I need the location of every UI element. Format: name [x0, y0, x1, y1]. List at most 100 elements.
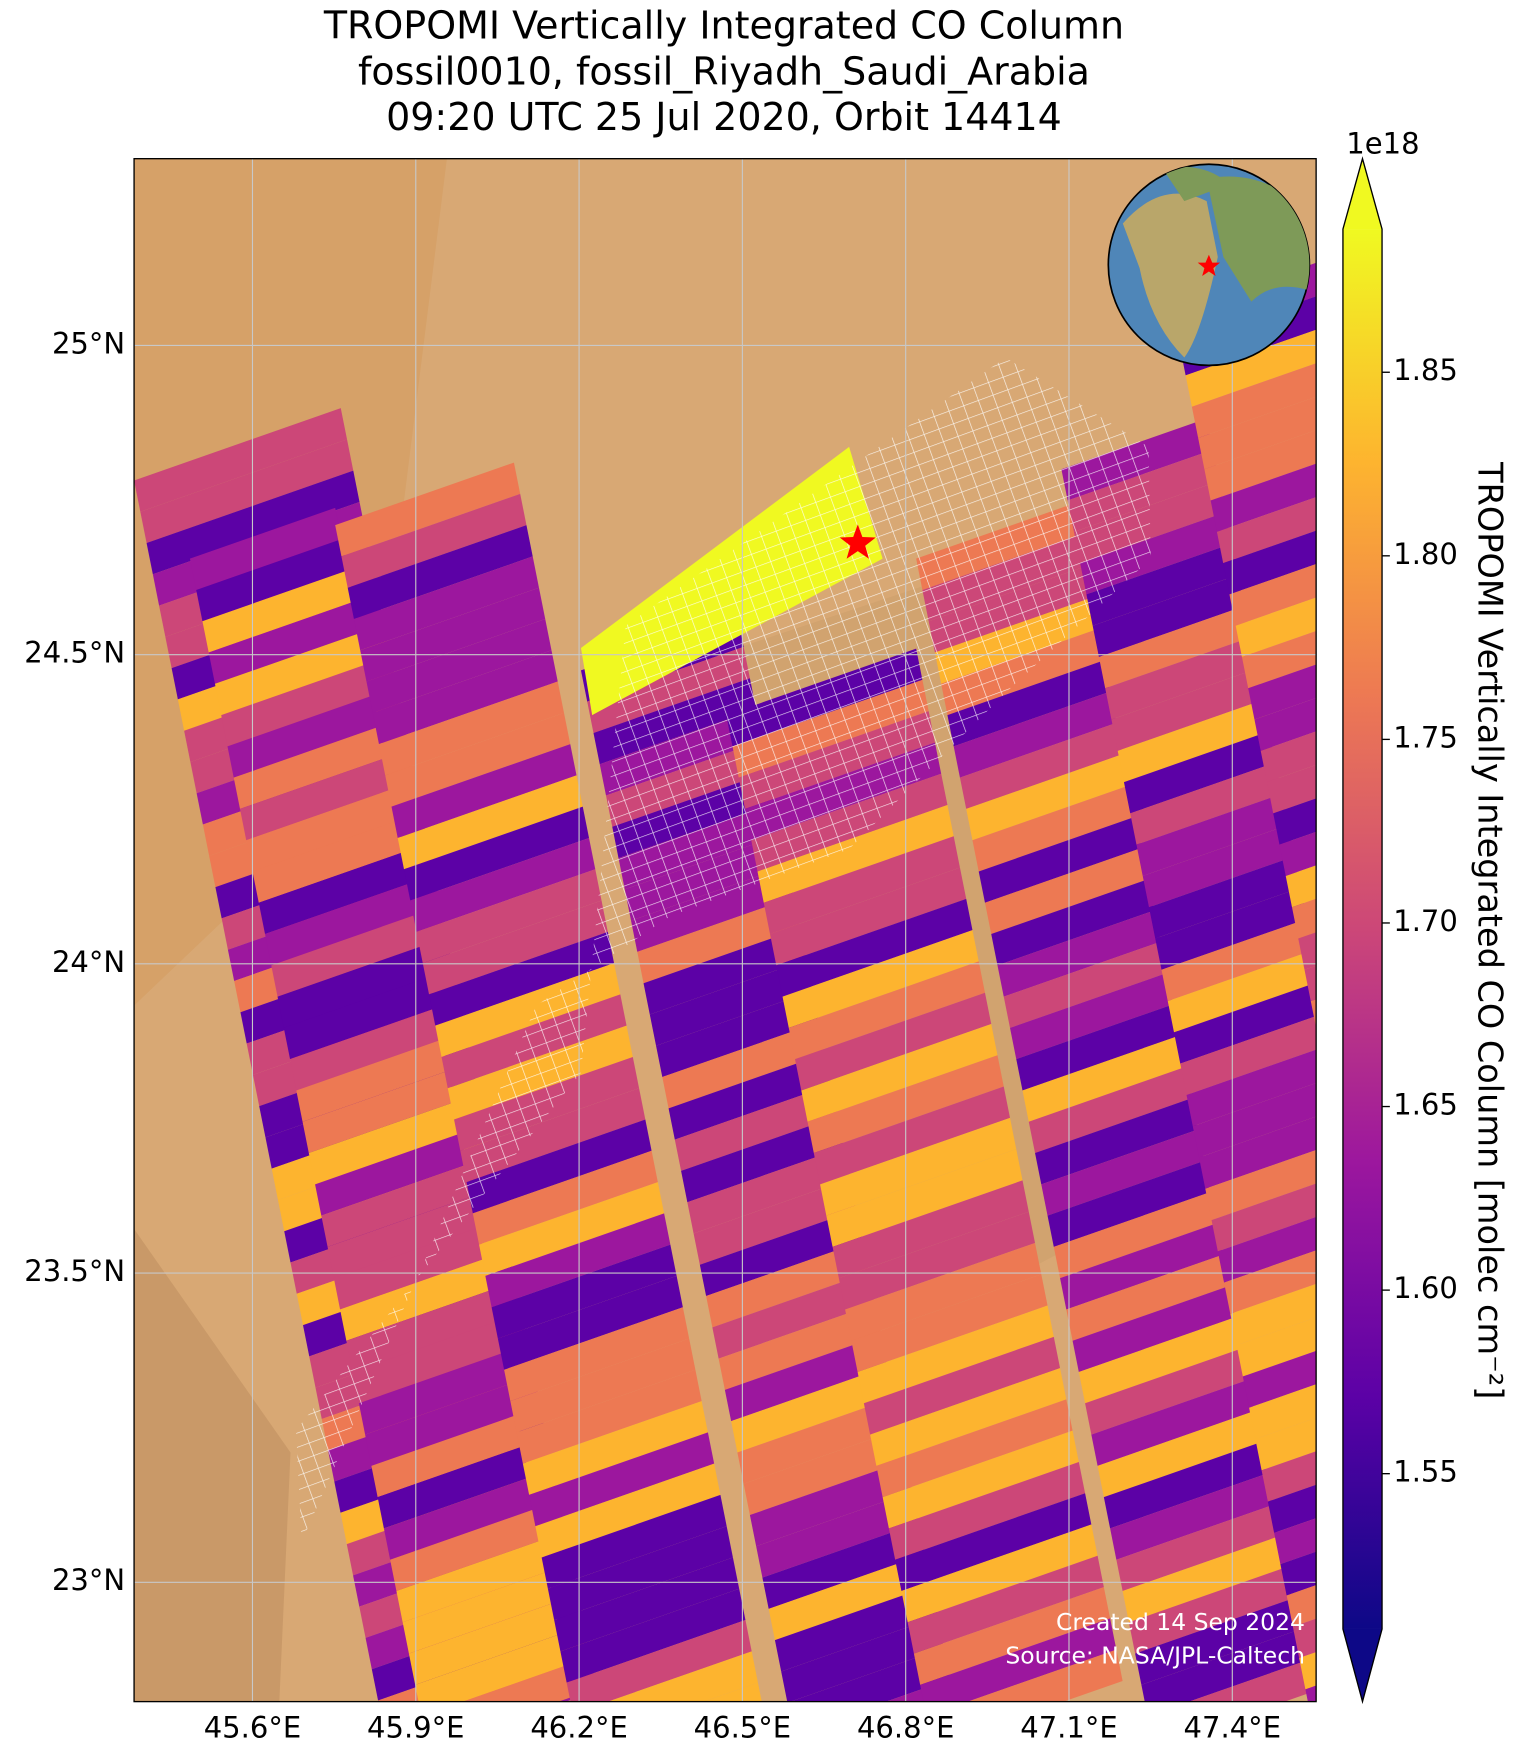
swath-pixel [863, 1336, 1061, 1435]
swath-pixel [265, 883, 417, 966]
swath-pixel [479, 1182, 665, 1276]
swath-pixel [991, 879, 1154, 966]
swath-pixel [410, 837, 596, 932]
swath-pixel [1455, 1670, 1515, 1748]
swath-pixel [1148, 856, 1301, 939]
swath-pixel [1116, 1504, 1280, 1591]
swath-pixel [1217, 1216, 1317, 1283]
terrain [134, 1229, 291, 1702]
swath-pixel [718, 1303, 882, 1390]
swath-pixel [1098, 606, 1251, 689]
y-tick-label: 23°N [52, 1563, 125, 1597]
swath-pixel [1423, 1513, 1515, 1595]
swath-pixel [1016, 1004, 1179, 1091]
swath-pixel [1086, 543, 1238, 626]
swath-pixel [529, 1432, 715, 1527]
swath-pixel [1135, 1598, 1298, 1685]
swath-pixel [560, 1588, 746, 1683]
swath-pixel [1111, 668, 1263, 751]
swath-pixel [227, 695, 379, 778]
swath-pixel [743, 1428, 907, 1516]
swath-pixel [1274, 1518, 1317, 1565]
map-area [134, 158, 1515, 1748]
colorbar-tick-label: 1.55 [1393, 1455, 1458, 1489]
swath-pixel [1174, 982, 1317, 1064]
colorbar-exponent: 1e18 [1346, 126, 1419, 160]
swath-pixel [1078, 1317, 1242, 1404]
swath-pixel [1085, 1348, 1248, 1435]
swath-pixel [391, 744, 577, 838]
swath-pixel [1224, 1250, 1317, 1314]
swath-pixel [1035, 1098, 1198, 1185]
swath-pixel [566, 1620, 752, 1702]
swath-pixel [608, 1651, 758, 1702]
swath-pixel [1248, 664, 1317, 720]
swath-pixel [1211, 1183, 1317, 1252]
swath-pixel [1072, 1285, 1236, 1373]
swath-pixel [497, 1275, 683, 1370]
swath-pixel [1223, 530, 1317, 595]
swath-pixel [246, 789, 398, 872]
swath-pixel [895, 1493, 1092, 1591]
globe-inset [1107, 163, 1311, 367]
title-line: fossil0010, fossil_Riyadh_Saudi_Arabia [358, 49, 1090, 93]
swath-pixel [1185, 329, 1317, 407]
colorbar: 1.55 1.60 1.65 1.70 1.75 1.80 1.85 [1342, 156, 1458, 1705]
swath-pixel [396, 1540, 548, 1623]
swath-pixel [1047, 1160, 1211, 1247]
land [1122, 193, 1218, 358]
swath-pixel [820, 1117, 1017, 1216]
y-tick-label: 23.5°N [24, 1254, 125, 1288]
swath-pixel [813, 1086, 1010, 1185]
globe-star [1197, 254, 1221, 276]
swath-pixel [913, 1587, 1111, 1685]
swath-pixel [1286, 1585, 1317, 1627]
swath-pixel [693, 1178, 857, 1265]
colorbar-extend [1342, 1628, 1383, 1702]
swath-pixel [1180, 1016, 1317, 1095]
credit: Source: NASA/JPL-Caltech [1005, 1641, 1305, 1669]
swath-pixel [668, 1053, 832, 1140]
land [1206, 176, 1310, 302]
swath-pixel [1130, 762, 1282, 845]
swath-pixel [472, 1150, 658, 1245]
swath-pixel [335, 462, 521, 557]
swath-pixel [1216, 497, 1317, 564]
swath-pixel [1280, 1551, 1317, 1596]
swath-pixel [997, 910, 1161, 997]
swath-pixel [1312, 1670, 1464, 1748]
swath-pixel [776, 898, 973, 997]
swath-pixel [762, 1522, 926, 1609]
swath-pixel [1199, 1116, 1317, 1189]
swath-pixel [462, 1665, 573, 1702]
y-tick-label: 24.5°N [24, 636, 125, 670]
site-marker [839, 524, 876, 559]
swath-pixel [757, 805, 954, 903]
swath-pixel [1141, 1630, 1305, 1702]
swath-pixel [466, 1119, 652, 1214]
swath-pixel [826, 1149, 1023, 1247]
swath-pixel [360, 587, 546, 682]
swath-pixel [397, 775, 583, 870]
swath-pixel [365, 1383, 517, 1466]
swath-pixel [1249, 1384, 1317, 1440]
swath-pixel [385, 712, 571, 807]
swath-pixel [321, 1164, 473, 1247]
swath-pixel [907, 1555, 1104, 1654]
swath-pixel [485, 1213, 671, 1308]
swath-pixel [1242, 1350, 1317, 1408]
swath-pixel [662, 1022, 825, 1109]
swath-pixel [649, 959, 813, 1046]
colorbar-tick-label: 1.80 [1393, 537, 1458, 571]
swath-pixel [1186, 1049, 1317, 1127]
swath-pixel [749, 1460, 913, 1547]
swath-pixel [1298, 932, 1317, 970]
swath-pixel [1255, 1417, 1317, 1471]
swath-pixel [415, 1634, 567, 1702]
swath-pixel [972, 785, 1136, 872]
swath-pixel [1229, 564, 1317, 626]
swath-pixel [1097, 1411, 1261, 1498]
swath-pixel [290, 1008, 442, 1091]
swath-pixel [378, 681, 564, 776]
swath-pixel [851, 1274, 1048, 1373]
